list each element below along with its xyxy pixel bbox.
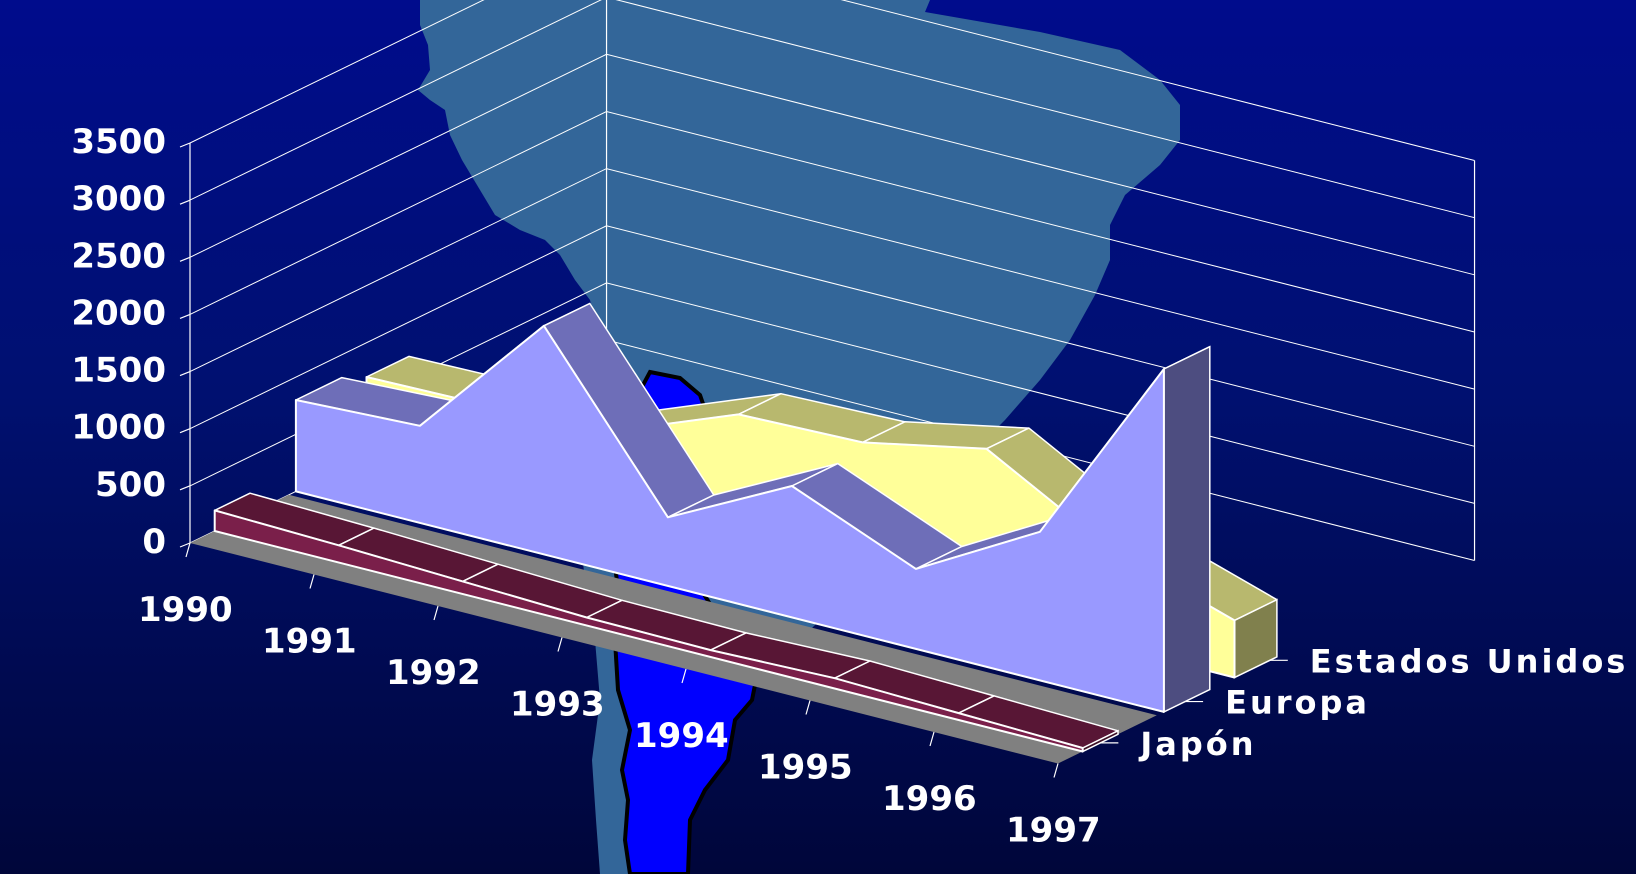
gridline — [189, 110, 1475, 333]
x-tick-label: 1996 — [882, 779, 977, 819]
gridline — [189, 168, 1475, 390]
x-tick-mark — [557, 637, 563, 652]
x-tick-mark — [929, 731, 935, 747]
series-end-face — [1163, 345, 1211, 714]
gridline — [189, 0, 1475, 161]
x-tick-label: 1994 — [634, 716, 729, 756]
y-tick-mark — [179, 199, 191, 205]
x-tick-mark — [309, 574, 315, 589]
series-japon — [213, 492, 1119, 753]
y-tick-label: 500 — [95, 465, 166, 505]
x-tick-label: 1992 — [386, 653, 481, 693]
x-tick-label: 1993 — [510, 685, 605, 725]
y-tick-label: 2500 — [71, 236, 166, 276]
series-label: Japón — [1138, 725, 1256, 763]
y-tick-mark — [179, 256, 191, 262]
gridline — [189, 0, 1475, 219]
x-tick-mark — [805, 700, 811, 715]
y-tick-mark — [179, 428, 191, 434]
chart-walls — [189, 0, 1476, 561]
series-label: Estados Unidos — [1310, 642, 1629, 680]
y-tick-label: 0 — [142, 522, 166, 562]
x-axis-ticks: 1990 1991 1992 1993 1994 1995 1996 1997 — [138, 542, 1101, 851]
y-tick-mark — [179, 371, 191, 377]
gridline — [189, 53, 1475, 276]
y-tick-label: 3500 — [71, 122, 166, 162]
x-tick-label: 1997 — [1006, 811, 1101, 851]
x-tick-label: 1995 — [758, 748, 853, 788]
series-label: Europa — [1225, 684, 1370, 722]
series-front-face — [213, 509, 1084, 753]
series-front-face — [294, 324, 1165, 713]
x-tick-mark — [433, 605, 439, 621]
y-tick-mark — [179, 142, 191, 148]
y-tick-label: 1000 — [71, 408, 166, 448]
x-tick-mark — [681, 668, 687, 684]
y-tick-mark — [179, 485, 191, 491]
x-tick-label: 1991 — [262, 622, 357, 662]
x-tick-label: 1990 — [138, 590, 233, 630]
y-axis-ticks: 0 500 1000 1500 2000 2500 3000 3500 — [71, 122, 191, 562]
y-tick-label: 3000 — [71, 179, 166, 219]
y-tick-mark — [179, 313, 191, 319]
x-tick-mark — [185, 542, 191, 558]
y-tick-label: 2000 — [71, 293, 166, 333]
series-europa — [294, 302, 1211, 714]
series-layer — [213, 302, 1278, 753]
x-tick-mark — [1053, 763, 1059, 778]
y-tick-label: 1500 — [71, 351, 166, 391]
y-tick-mark — [179, 542, 191, 548]
